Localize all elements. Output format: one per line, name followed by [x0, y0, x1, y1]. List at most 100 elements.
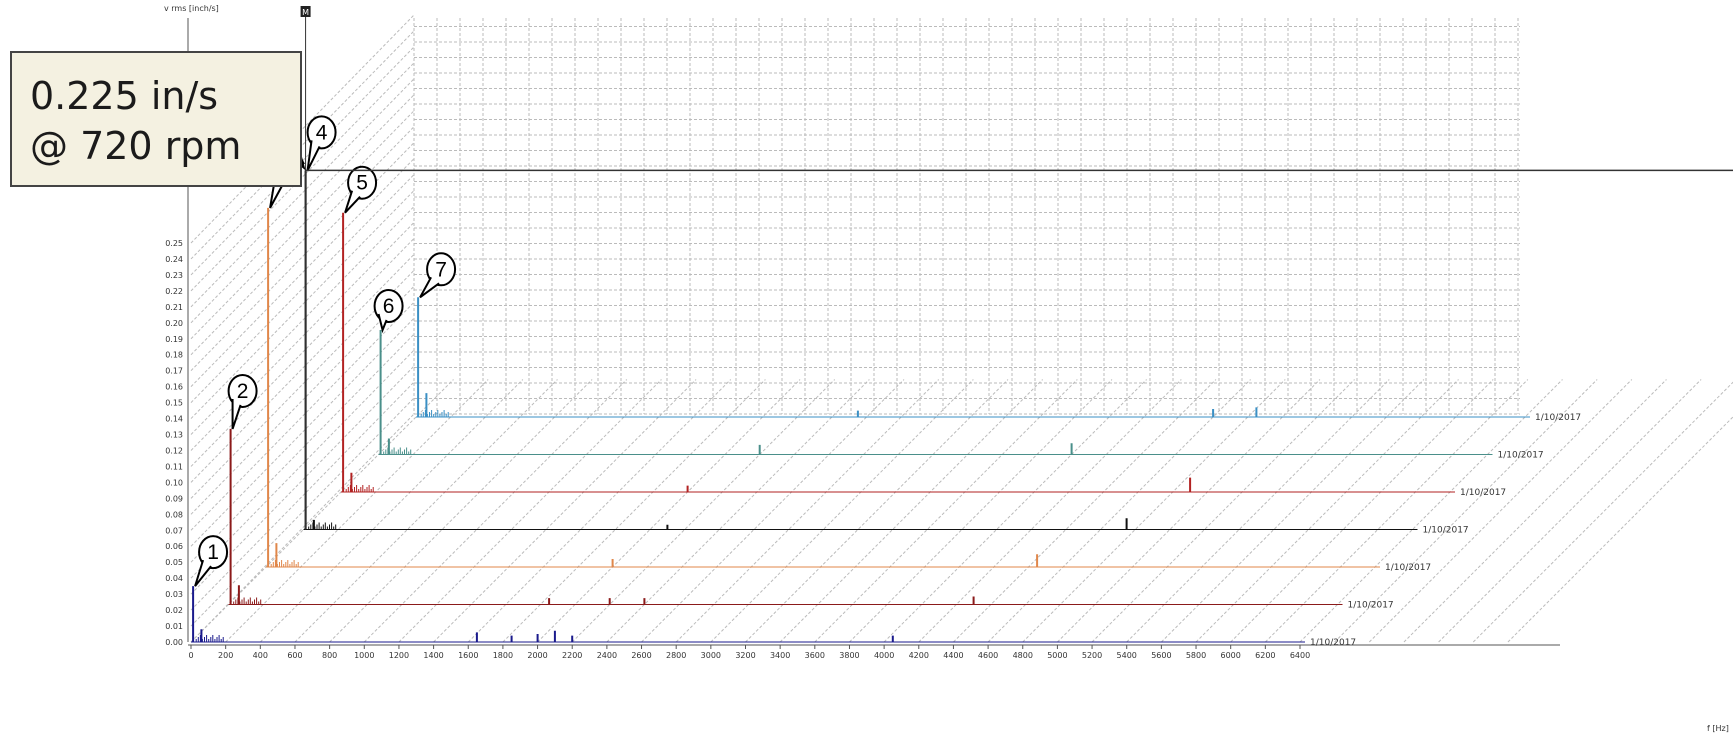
side-grid-line [190, 14, 415, 244]
series-noise [270, 560, 299, 567]
x-tick-label: 3800 [839, 651, 859, 660]
y-tick-label: 0.07 [165, 526, 183, 535]
x-tick-label: 2200 [562, 651, 582, 660]
y-tick-label: 0.08 [165, 510, 183, 519]
floor-grid-line [1368, 379, 1633, 643]
floor-grid-line [710, 379, 974, 643]
side-grid-line [190, 365, 415, 595]
floor-grid-line [814, 379, 1078, 643]
side-grid-line [190, 94, 415, 324]
callout-bubble-tail [419, 276, 440, 299]
y-tick-label: 0.19 [165, 335, 183, 344]
series-date-label: 1/10/2017 [1310, 638, 1356, 648]
side-grid-line [190, 397, 415, 627]
x-tick-label: 2600 [631, 651, 651, 660]
x-tick-label: 3600 [805, 651, 825, 660]
x-tick-label: 4600 [978, 651, 998, 660]
y-tick-label: 0.04 [165, 574, 183, 583]
callout-bubble-shape [227, 373, 258, 408]
callout-bubble-tail [231, 398, 242, 430]
floor-grid-line [1057, 379, 1321, 643]
floor-grid-line [1161, 379, 1425, 643]
x-tick-label: 6200 [1255, 651, 1275, 660]
floor-grid-line [363, 379, 628, 643]
y-tick-label: 0.09 [165, 494, 183, 503]
series-noise [233, 597, 262, 605]
x-tick-label: 5600 [1151, 651, 1171, 660]
back-grid [190, 14, 1520, 643]
floor-grid-line [294, 379, 558, 643]
series-peaks [379, 330, 1073, 455]
floor-grid-line [190, 379, 454, 643]
x-tick-label: 4000 [874, 651, 894, 660]
series-date-label: 1/10/2017 [1423, 526, 1469, 536]
floor-grid-line [398, 379, 662, 643]
side-grid-line [190, 110, 415, 340]
floor-grid-line [467, 379, 732, 643]
y-tick-label: 0.24 [165, 255, 183, 264]
side-grid-line [190, 190, 415, 419]
callout-bubble-shape [373, 289, 404, 324]
series-date-label: 1/10/2017 [1460, 488, 1506, 498]
x-tick-label: 5000 [1047, 651, 1067, 660]
x-tick-label: 600 [287, 651, 302, 660]
side-grid-line [190, 413, 415, 643]
callout-bubble-shape [347, 165, 378, 200]
side-grid-line [190, 238, 415, 467]
floor-grid-line [1126, 379, 1390, 643]
marker-label: M [302, 8, 309, 17]
x-tick-label: 5200 [1082, 651, 1102, 660]
callout-bubble-tail [377, 313, 388, 334]
x-tick-label: 4800 [1013, 651, 1033, 660]
series-noise [383, 447, 412, 455]
floor-grid-line [433, 379, 697, 643]
y-tick-label: 0.06 [165, 542, 183, 551]
series-date-label: 1/10/2017 [1385, 563, 1431, 573]
floor-grid-line [225, 379, 489, 643]
y-tick-label: 0.21 [165, 303, 183, 312]
floor-grid-line [1472, 381, 1733, 643]
side-grid-line [190, 78, 415, 308]
x-tick-label: 1600 [458, 651, 478, 660]
y-axis-title: v rms [inch/s] [164, 4, 219, 13]
side-grid-line [190, 301, 415, 531]
floor-grid-line [779, 379, 1044, 643]
series-noise [308, 522, 337, 530]
series-peaks [417, 297, 1258, 417]
series-layer [191, 170, 1530, 643]
marker-box [300, 6, 311, 17]
series-noise [195, 635, 224, 642]
x-tick-label: 4400 [943, 651, 963, 660]
y-tick-label: 0.25 [165, 239, 183, 248]
callout-bubble-shape [426, 252, 457, 287]
annotation-line-1: 0.225 in/s [30, 74, 219, 118]
y-tick-label: 0.20 [165, 319, 183, 328]
series-noise [420, 410, 449, 417]
x-tick-label: 1800 [493, 651, 513, 660]
x-tick-label: 2400 [597, 651, 617, 660]
y-tick-label: 0.01 [165, 622, 183, 631]
series-peaks [342, 212, 1192, 492]
callout-bubble-2: 2 [227, 373, 258, 430]
floor-grid-line [883, 379, 1147, 643]
x-tick-label: 3400 [770, 651, 790, 660]
side-grid-line [190, 30, 415, 260]
x-tick-label: 5400 [1117, 651, 1137, 660]
floor-grid-line [1334, 379, 1598, 643]
side-grid-line [190, 254, 415, 483]
side-grid-line [190, 317, 415, 547]
floor-grid-line [953, 379, 1217, 643]
callout-bubble-7: 7 [419, 252, 457, 299]
floor-grid-line [1507, 416, 1733, 643]
side-grid-line [190, 381, 415, 611]
callout-bubble-number: 5 [356, 172, 368, 195]
series-date-label: 1/10/2017 [1498, 451, 1544, 461]
annotation-box: 0.225 in/s @ 720 rpm [10, 51, 302, 187]
x-tick-label: 2000 [527, 651, 547, 660]
x-axis-title: f [Hz] [1707, 724, 1729, 733]
x-tick-label: 1000 [354, 651, 374, 660]
callout-bubble-number: 6 [383, 295, 395, 318]
floor-grid-line [641, 379, 905, 643]
callout-bubble-number: 2 [237, 380, 249, 403]
